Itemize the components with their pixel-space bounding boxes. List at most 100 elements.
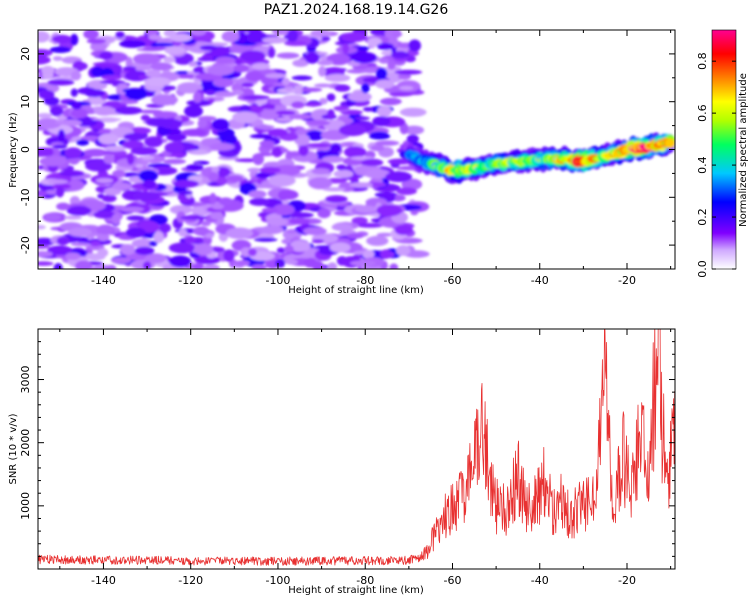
noise-blob — [45, 189, 60, 195]
noise-blob — [169, 33, 192, 42]
noise-blob — [169, 205, 193, 215]
noise-blob — [375, 79, 395, 89]
noise-blob — [159, 223, 172, 233]
noise-blob — [267, 128, 288, 137]
noise-blob — [265, 73, 287, 79]
noise-blob — [56, 202, 71, 211]
noise-blob — [327, 109, 335, 120]
noise-blob — [192, 226, 210, 236]
noise-blob — [286, 30, 299, 42]
noise-blob — [334, 84, 351, 92]
noise-blob — [403, 125, 425, 135]
noise-blob — [178, 228, 188, 237]
noise-blob — [123, 132, 147, 141]
noise-blob — [142, 180, 157, 189]
colorbar-gradient — [712, 30, 736, 269]
noise-blob — [38, 113, 53, 119]
noise-blob — [83, 30, 99, 40]
noise-blob — [319, 97, 328, 105]
noise-blob — [70, 88, 78, 97]
noise-blob — [64, 252, 81, 260]
noise-blob — [163, 158, 187, 165]
spectrogram-y-ticks: -20 -10 0 10 20 — [19, 29, 675, 270]
noise-blob — [278, 189, 299, 200]
noise-blob — [99, 51, 113, 60]
noise-blob — [66, 205, 92, 216]
noise-blob — [342, 43, 350, 54]
noise-blob — [131, 238, 154, 249]
noise-blob — [298, 144, 309, 157]
noise-blob — [70, 33, 79, 46]
x-tick-label: -120 — [178, 274, 203, 287]
noise-blob — [241, 82, 254, 88]
noise-blob — [125, 227, 146, 238]
noise-blob — [193, 91, 202, 103]
noise-blob — [233, 64, 249, 73]
noise-blob — [292, 59, 309, 67]
noise-blob — [126, 152, 135, 165]
noise-blob — [185, 164, 204, 171]
colorbar-ticks: 0.0 0.2 0.4 0.6 0.8 — [696, 52, 736, 278]
noise-blob — [38, 261, 54, 266]
noise-blob — [122, 66, 138, 72]
noise-blob — [190, 30, 207, 36]
noise-blob — [197, 118, 208, 129]
noise-blob — [350, 260, 376, 267]
noise-blob — [148, 34, 162, 41]
noise-blob — [226, 175, 244, 183]
noise-blob — [312, 261, 325, 269]
noise-blob — [221, 30, 240, 43]
noise-blob — [98, 133, 119, 145]
noise-blob — [87, 243, 105, 251]
noise-blob — [119, 40, 146, 48]
noise-blob — [365, 197, 388, 207]
noise-blob — [118, 99, 139, 105]
noise-blob — [288, 114, 313, 120]
noise-blob — [135, 163, 144, 169]
noise-blob — [111, 182, 132, 191]
noise-blob — [38, 49, 53, 57]
noise-blob — [262, 36, 288, 44]
noise-blob — [86, 38, 107, 44]
noise-blob — [44, 213, 62, 222]
noise-blob — [203, 264, 220, 269]
noise-blob — [57, 129, 66, 142]
noise-blob — [255, 125, 275, 130]
x-tick-label: -80 — [356, 574, 374, 587]
noise-blob — [49, 46, 71, 53]
x-tick-label: -20 — [618, 274, 636, 287]
noise-blob — [145, 69, 162, 78]
noise-blob — [38, 148, 54, 157]
noise-blob — [104, 145, 127, 152]
noise-blob — [64, 147, 82, 159]
colorbar: 0.0 0.2 0.4 0.6 0.8 Normalized spectral ampl… — [696, 29, 749, 278]
noise-blob — [374, 140, 400, 146]
noise-blob — [317, 60, 334, 66]
noise-blob — [163, 56, 176, 63]
noise-blob — [142, 261, 152, 269]
y-tick-label: 2000 — [19, 429, 32, 457]
noise-blob — [396, 245, 411, 256]
noise-blob — [47, 179, 69, 184]
noise-blob — [58, 170, 85, 177]
noise-blob — [372, 116, 391, 127]
noise-blob — [378, 58, 390, 64]
noise-blob — [261, 145, 276, 150]
noise-blob — [346, 233, 364, 239]
noise-blob — [93, 106, 115, 116]
noise-blob — [370, 144, 385, 152]
noise-blob — [150, 42, 175, 47]
noise-blob — [172, 74, 200, 79]
noise-blob — [284, 40, 307, 47]
noise-blob — [70, 242, 90, 247]
noise-blob — [144, 77, 171, 87]
noise-blob — [266, 217, 288, 227]
snr-y-label: SNR (10 * v/v) — [8, 413, 19, 484]
noise-blob — [249, 197, 270, 206]
noise-blob — [38, 90, 55, 100]
noise-blob — [333, 105, 349, 111]
noise-blob — [406, 134, 419, 144]
noise-blob — [245, 31, 268, 44]
noise-blob — [38, 118, 62, 129]
noise-blob — [90, 41, 108, 52]
